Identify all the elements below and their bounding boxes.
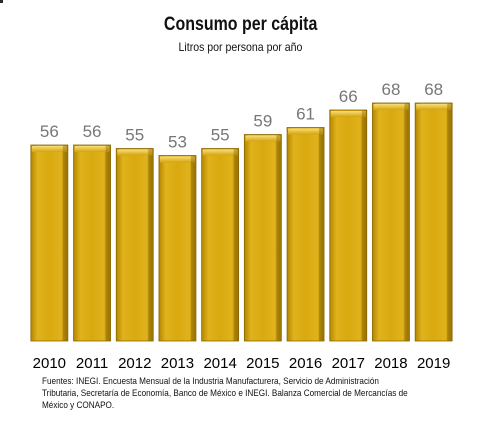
x-tick-label-2010: 2010 [33,355,66,372]
x-tick-label-2013: 2013 [161,355,194,372]
bar-2011 [73,144,111,342]
bar-2013 [158,155,197,342]
value-label-2017: 66 [339,87,358,106]
value-labels-group: 56 56 55 53 55 59 61 66 68 68 [40,80,443,152]
chart-title: Consumo per cápita [163,14,318,35]
bar-2017 [329,109,368,342]
x-tick-label-2015: 2015 [246,355,279,372]
bar-2019 [414,102,453,342]
x-tick-label-2019: 2019 [417,355,450,372]
source-note: Fuentes: INEGI. Encuesta Mensual de la I… [42,376,408,411]
value-label-2010: 56 [40,122,59,141]
bar-2012 [115,148,154,342]
bar-2018 [372,102,410,342]
chart-subtitle: Litros por persona por año [178,40,303,54]
value-label-2018: 68 [381,80,400,99]
bar-2014 [201,148,240,342]
value-label-2013: 53 [168,133,187,152]
x-tick-label-2014: 2014 [203,355,236,372]
bars-group [30,102,453,342]
x-tick-label-2011: 2011 [76,355,108,372]
value-label-2014: 55 [211,126,230,145]
value-label-2012: 55 [125,126,144,145]
value-label-2015: 59 [253,112,272,131]
value-label-2016: 61 [296,105,315,124]
corner-mark [0,0,3,3]
bar-2015 [243,134,282,342]
x-axis-labels: 2010 2011 2012 2013 2014 2015 2016 2017 2018 2019 [33,355,451,372]
x-tick-label-2016: 2016 [289,355,322,372]
bar-2016 [286,127,325,342]
x-tick-label-2012: 2012 [118,355,151,372]
x-tick-label-2018: 2018 [374,355,407,372]
x-tick-label-2017: 2017 [332,355,365,372]
bar-2010 [30,144,69,342]
value-label-2019: 68 [424,80,443,99]
value-label-2011: 56 [83,122,102,141]
